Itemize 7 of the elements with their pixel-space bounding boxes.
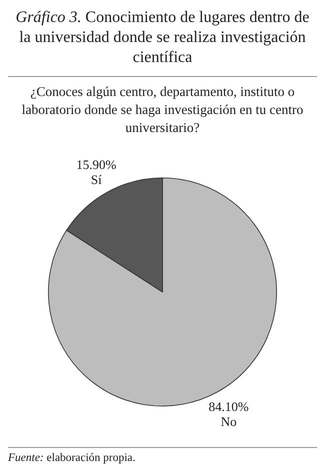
slice-label: No [220,414,237,430]
data-label: 15.90% [76,156,117,172]
slice-label: Sí [90,172,102,187]
data-label: 84.10% [208,399,249,414]
chart-title: Gráfico 3. Conocimiento de lugares dentro de la universidad donde se realiza investigación científica [16,9,310,66]
chart-subtitle: ¿Conoces algún centro, departamento, instituto o laboratorio donde se haga investigación en tu centro universitario? [20,83,304,137]
source-note: Fuente: elaboración propia. [8,452,136,464]
